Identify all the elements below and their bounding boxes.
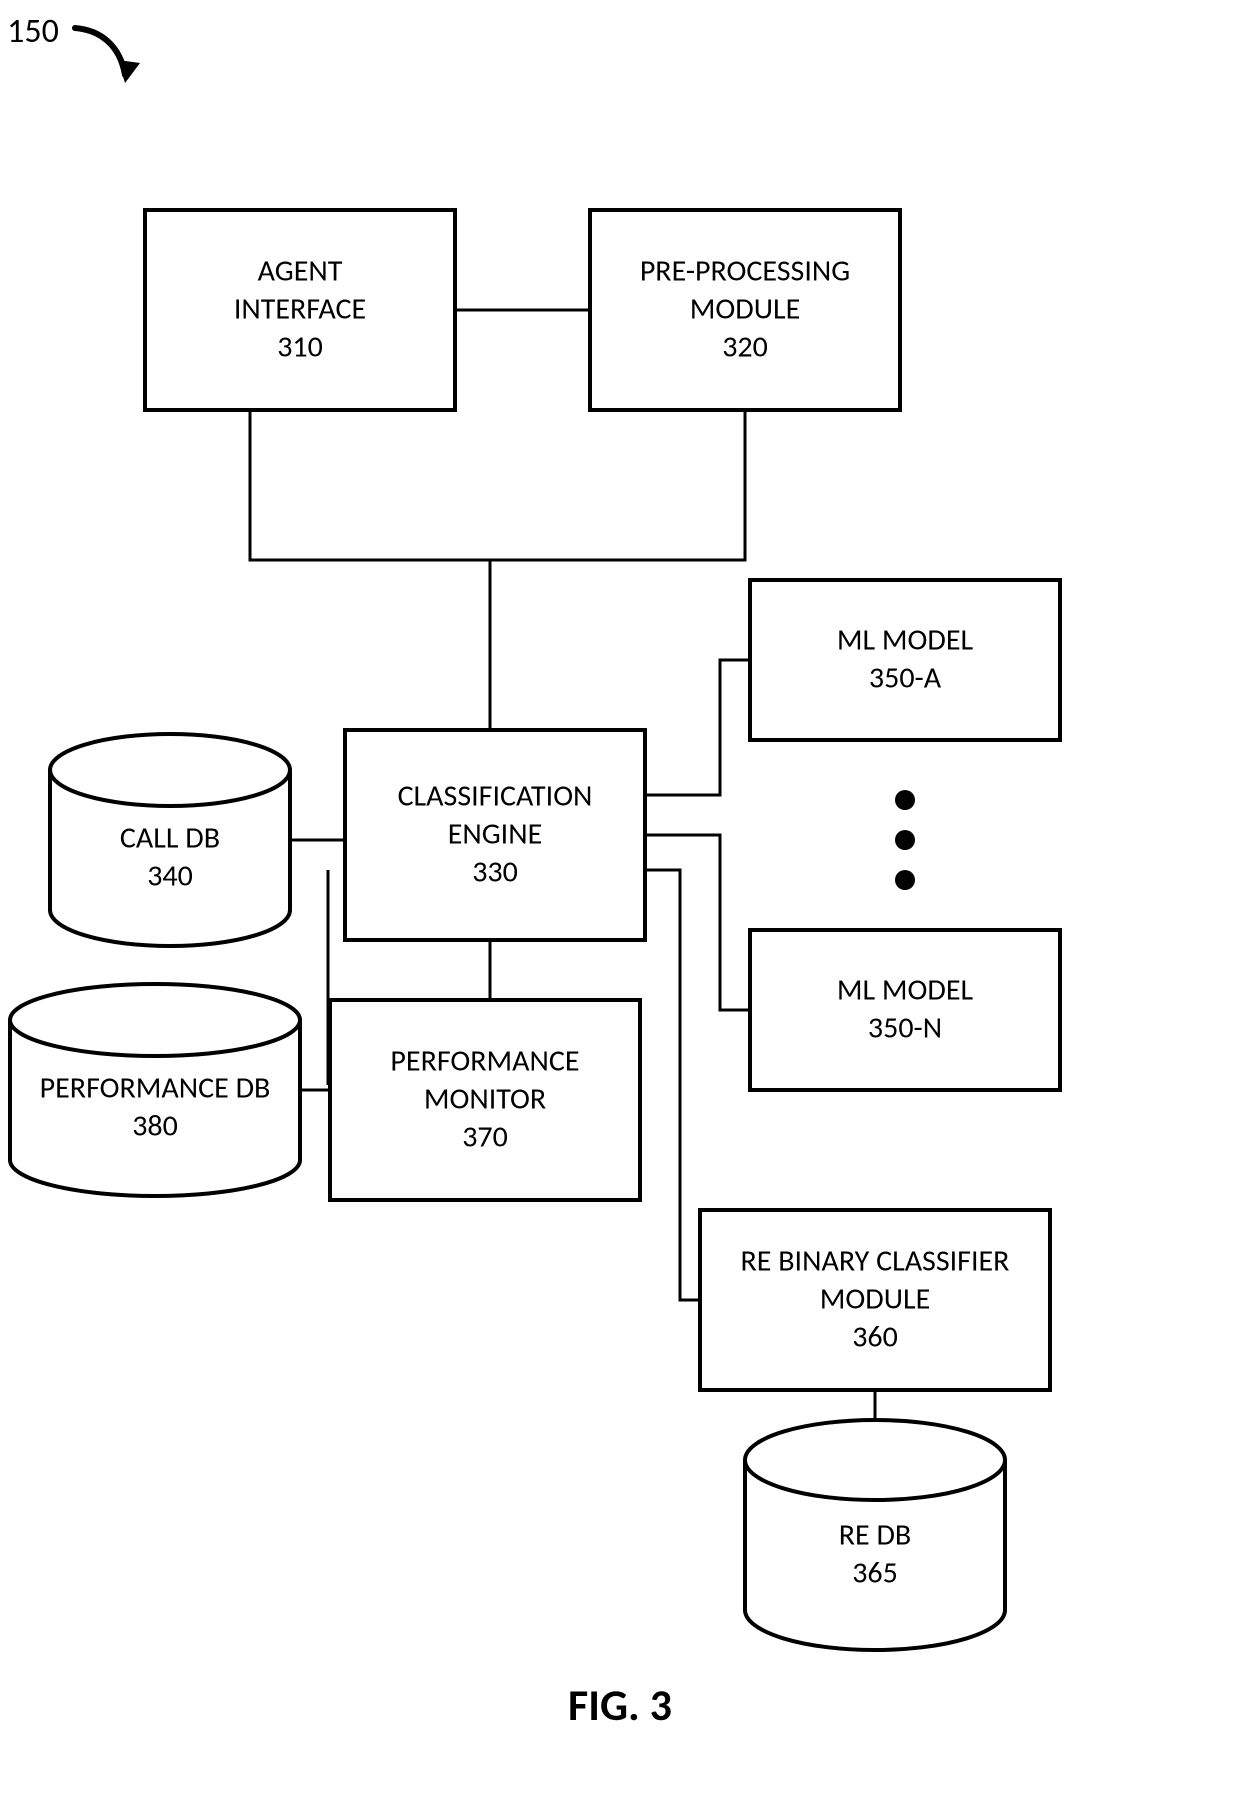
call_db: CALL DB340 xyxy=(50,734,290,946)
re_classifier-label-0: RE BINARY CLASSIFIER xyxy=(741,1242,1010,1279)
perf_db: PERFORMANCE DB380 xyxy=(10,984,300,1196)
re_db-label-0: RE DB xyxy=(839,1516,912,1553)
perf_monitor: PERFORMANCEMONITOR370 xyxy=(330,1000,640,1200)
call_db-label-1: 340 xyxy=(147,857,193,894)
ml_a-label-1: 350-A xyxy=(869,659,942,696)
ellipsis-dot-1 xyxy=(895,830,915,850)
re_db-label-1: 365 xyxy=(852,1554,898,1591)
connector-2 xyxy=(490,410,745,560)
perf_monitor-label-0: PERFORMANCE xyxy=(390,1042,579,1079)
ml_n: ML MODEL350-N xyxy=(750,930,1060,1090)
figure-label: FIG. 3 xyxy=(568,1678,672,1732)
classification-label-1: ENGINE xyxy=(448,815,543,852)
re_classifier-label-2: 360 xyxy=(852,1318,898,1355)
re_db: RE DB365 xyxy=(745,1420,1005,1650)
re_classifier: RE BINARY CLASSIFIERMODULE360 xyxy=(700,1210,1050,1390)
preproc-label-2: 320 xyxy=(722,328,768,365)
ellipsis-dot-0 xyxy=(895,790,915,810)
classification-label-0: CLASSIFICATION xyxy=(398,777,593,814)
call_db-label-0: CALL DB xyxy=(120,819,220,856)
perf_monitor-label-1: MONITOR xyxy=(424,1080,546,1117)
agent_interface-label-0: AGENT xyxy=(258,252,343,289)
arrow-shaft xyxy=(75,28,125,75)
classification-label-2: 330 xyxy=(472,853,518,890)
connector-7 xyxy=(645,660,750,795)
agent_interface-label-2: 310 xyxy=(277,328,323,365)
connector-9 xyxy=(645,870,700,1300)
connector-1 xyxy=(250,410,490,730)
preproc-label-1: MODULE xyxy=(690,290,800,327)
perf_monitor-label-2: 370 xyxy=(462,1118,508,1155)
ellipsis-dot-2 xyxy=(895,870,915,890)
agent_interface: AGENTINTERFACE310 xyxy=(145,210,455,410)
ml_n-label-0: ML MODEL xyxy=(837,971,974,1008)
agent_interface-label-1: INTERFACE xyxy=(234,290,366,327)
classification: CLASSIFICATIONENGINE330 xyxy=(345,730,645,940)
reference-arrow: 150 xyxy=(7,11,140,83)
preproc: PRE-PROCESSINGMODULE320 xyxy=(590,210,900,410)
connector-8 xyxy=(645,835,750,1010)
perf_db-label-0: PERFORMANCE DB xyxy=(40,1069,271,1106)
ml_a: ML MODEL350-A xyxy=(750,580,1060,740)
re_classifier-label-1: MODULE xyxy=(820,1280,930,1317)
ml_n-label-1: 350-N xyxy=(868,1009,942,1046)
reference-numeral: 150 xyxy=(7,11,59,52)
ml_a-label-0: ML MODEL xyxy=(837,621,974,658)
preproc-label-0: PRE-PROCESSING xyxy=(640,252,850,289)
perf_db-label-1: 380 xyxy=(132,1107,178,1144)
